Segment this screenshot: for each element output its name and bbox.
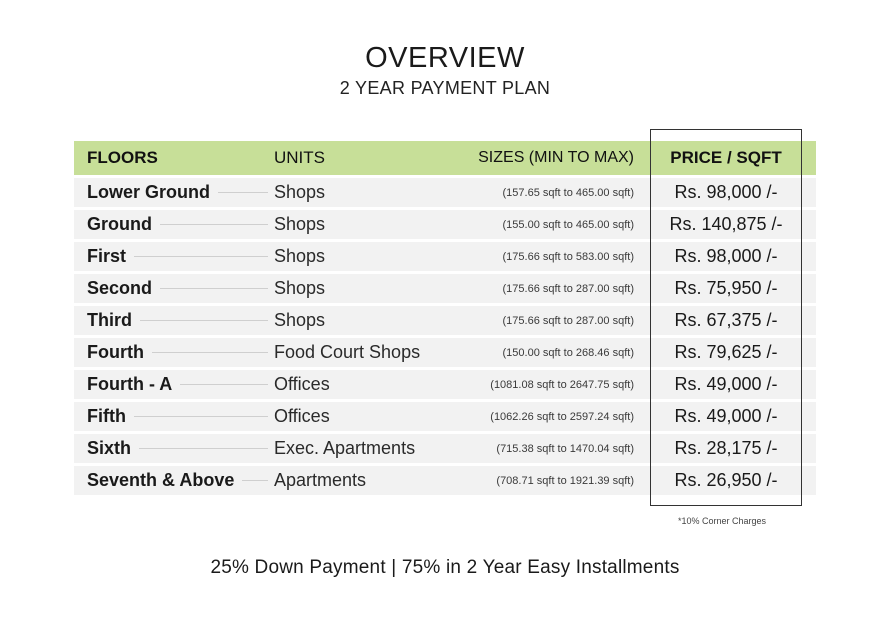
- price-per-sqft: Rs. 67,375 /-: [674, 310, 778, 330]
- table-row: Fifth Offices (1062.26 sqft to 2597.24 s…: [74, 402, 816, 431]
- table-row: Seventh & Above Apartments (708.71 sqft …: [74, 466, 816, 495]
- table-row: Fourth - A Offices (1081.08 sqft to 2647…: [74, 370, 816, 399]
- floor-name: First: [87, 246, 127, 266]
- price-per-sqft: Rs. 49,000 /-: [674, 374, 778, 394]
- unit-type: Shops: [274, 310, 326, 330]
- page-subtitle: 2 YEAR PAYMENT PLAN: [339, 78, 551, 98]
- unit-type: Shops: [274, 246, 326, 266]
- price-per-sqft: Rs. 140,875 /-: [669, 214, 783, 234]
- size-range: (175.66 sqft to 287.00 sqft): [502, 314, 634, 327]
- header-units: UNITS: [274, 148, 325, 167]
- leader-line: [160, 288, 268, 289]
- leader-line: [218, 192, 268, 193]
- price-per-sqft: Rs. 75,950 /-: [674, 278, 778, 298]
- table-row: Third Shops (175.66 sqft to 287.00 sqft)…: [74, 306, 816, 335]
- unit-type: Offices: [274, 406, 330, 426]
- size-range: (155.00 sqft to 465.00 sqft): [502, 218, 634, 231]
- size-range: (708.71 sqft to 1921.39 sqft): [496, 474, 634, 487]
- payment-plan-table: FLOORS UNITS SIZES (MIN TO MAX) PRICE / …: [74, 141, 816, 495]
- price-per-sqft: Rs. 28,175 /-: [674, 438, 778, 458]
- leader-line: [180, 384, 268, 385]
- header-sizes: SIZES (MIN TO MAX): [478, 149, 634, 166]
- size-range: (150.00 sqft to 268.46 sqft): [502, 346, 634, 359]
- unit-type: Apartments: [274, 470, 367, 490]
- unit-type: Exec. Apartments: [274, 438, 416, 458]
- floor-name: Sixth: [87, 438, 132, 458]
- table-row: Second Shops (175.66 sqft to 287.00 sqft…: [74, 274, 816, 303]
- unit-type: Offices: [274, 374, 330, 394]
- size-range: (157.65 sqft to 465.00 sqft): [502, 186, 634, 199]
- size-range: (175.66 sqft to 287.00 sqft): [502, 282, 634, 295]
- size-range: (175.66 sqft to 583.00 sqft): [502, 250, 634, 263]
- header-floors: FLOORS: [87, 148, 158, 167]
- leader-line: [139, 448, 268, 449]
- unit-type: Food Court Shops: [274, 342, 421, 362]
- payment-terms-footer: 25% Down Payment | 75% in 2 Year Easy In…: [210, 557, 680, 578]
- leader-line: [133, 416, 268, 417]
- corner-charges-note: *10% Corner Charges: [678, 516, 767, 526]
- floor-name: Fourth: [87, 342, 144, 362]
- leader-line: [134, 256, 268, 257]
- price-per-sqft: Rs. 49,000 /-: [674, 406, 778, 426]
- price-per-sqft: Rs. 26,950 /-: [674, 470, 778, 490]
- unit-type: Shops: [274, 278, 326, 298]
- leader-line: [140, 320, 268, 321]
- floor-name: Ground: [87, 214, 152, 234]
- floor-name: Third: [87, 310, 132, 330]
- unit-type: Shops: [274, 214, 326, 234]
- floor-name: Fourth - A: [87, 374, 173, 394]
- price-per-sqft: Rs. 79,625 /-: [674, 342, 778, 362]
- floor-name: Lower Ground: [87, 182, 210, 202]
- size-range: (1081.08 sqft to 2647.75 sqft): [490, 378, 634, 391]
- table-row: Lower Ground Shops (157.65 sqft to 465.0…: [74, 178, 816, 207]
- leader-line: [160, 224, 268, 225]
- page-title: OVERVIEW: [365, 42, 525, 74]
- header-price: PRICE / SQFT: [670, 148, 782, 167]
- floor-name: Second: [87, 278, 153, 298]
- table-row: Ground Shops (155.00 sqft to 465.00 sqft…: [74, 210, 816, 239]
- table-row: Fourth Food Court Shops (150.00 sqft to …: [74, 338, 816, 367]
- leader-line: [151, 352, 268, 353]
- size-range: (715.38 sqft to 1470.04 sqft): [496, 442, 634, 455]
- size-range: (1062.26 sqft to 2597.24 sqft): [490, 410, 634, 423]
- table-row: First Shops (175.66 sqft to 583.00 sqft)…: [74, 242, 816, 271]
- floor-name: Seventh & Above: [87, 470, 235, 490]
- price-per-sqft: Rs. 98,000 /-: [674, 182, 778, 202]
- unit-type: Shops: [274, 182, 326, 202]
- floor-name: Fifth: [87, 406, 126, 426]
- table-row: Sixth Exec. Apartments (715.38 sqft to 1…: [74, 434, 816, 463]
- table-header: FLOORS UNITS SIZES (MIN TO MAX) PRICE / …: [74, 141, 816, 175]
- leader-line: [242, 480, 268, 481]
- price-per-sqft: Rs. 98,000 /-: [674, 246, 778, 266]
